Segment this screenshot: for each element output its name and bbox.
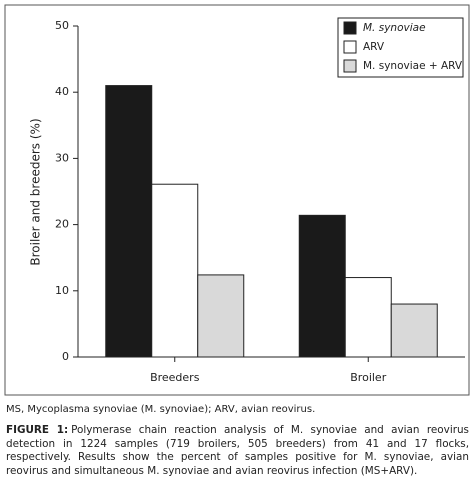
bar (344, 277, 392, 358)
y-tick-label: 20 (55, 218, 69, 231)
bar (197, 274, 245, 358)
legend-box (337, 17, 464, 78)
x-tick-label: Breeders (150, 371, 200, 384)
y-tick-label: 10 (55, 284, 69, 297)
notes: MS, Mycoplasma synoviae (M. synoviae); A… (6, 404, 316, 415)
y-tick-label: 0 (62, 350, 69, 363)
bar (298, 214, 346, 358)
bar (390, 303, 438, 358)
bar (151, 183, 199, 358)
caption-label: FIGURE 1: (6, 424, 69, 436)
legend-label: M. synoviae + ARV (363, 60, 463, 72)
legend-swatch (343, 40, 357, 54)
y-tick-label: 50 (55, 19, 69, 32)
y-tick-label: 40 (55, 85, 69, 98)
x-tick-label: Broiler (350, 371, 386, 384)
legend-swatch (343, 59, 357, 73)
y-tick-label: 30 (55, 151, 69, 164)
caption-text: Polymerase chain reaction analysis of M.… (6, 424, 469, 477)
legend-label: M. synoviae (363, 22, 426, 34)
bar (105, 85, 153, 358)
chart: Broiler and breeders (%) 0 10 20 30 40 50 Bree… (4, 4, 470, 396)
y-axis-label: Broiler and breeders (%) (29, 118, 43, 265)
legend-label: ARV (363, 41, 385, 53)
legend-swatch (343, 21, 357, 35)
frame (4, 4, 470, 396)
caption: FIGURE 1: Polymerase chain reaction analy… (6, 424, 469, 478)
